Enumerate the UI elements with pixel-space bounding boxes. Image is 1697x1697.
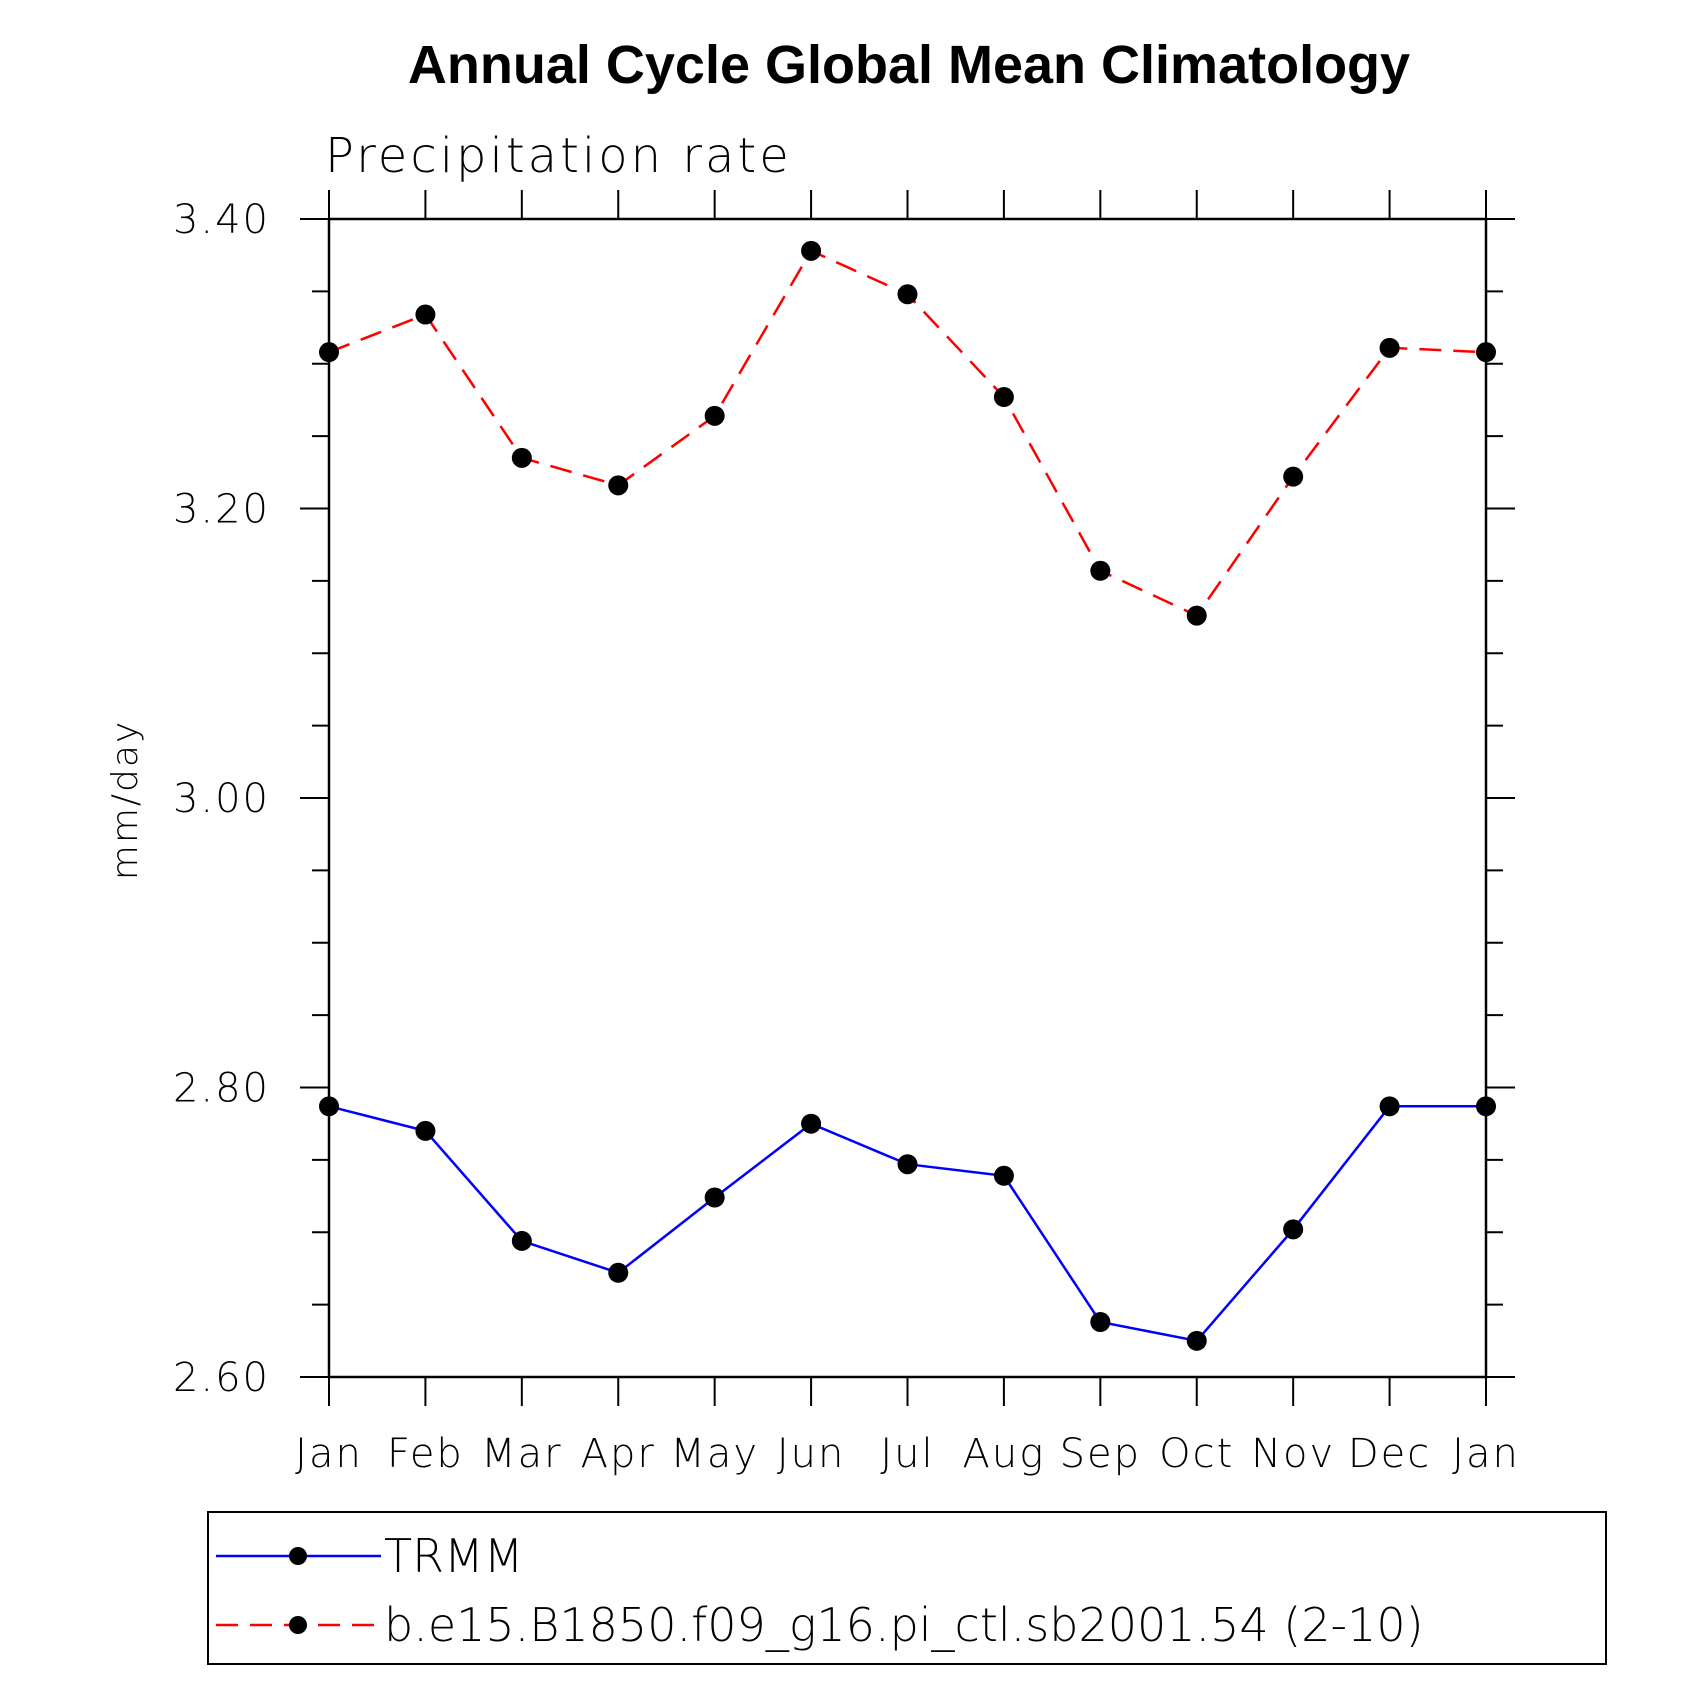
x-tick-label: Sep [1060, 1431, 1141, 1477]
legend-box [207, 1511, 1607, 1665]
x-axis-ticks: Jan Feb Mar Apr May Jun Jul Aug Sep Oct Nov Dec Jan [295, 190, 1520, 1477]
data-point-0-1 [415, 1120, 436, 1141]
x-tick-label: Oct [1159, 1431, 1234, 1477]
legend-label-model: b.e15.B1850.f09_g16.pi_ctl.sb2001.54 (2-… [384, 1598, 1424, 1652]
data-point-1-9 [1186, 605, 1207, 626]
y-tick-label: 3.20 [173, 487, 270, 533]
data-point-1-11 [1379, 337, 1400, 358]
data-point-1-8 [1090, 560, 1111, 581]
y-tick-label: 2.80 [173, 1066, 270, 1112]
data-point-0-5 [801, 1113, 822, 1134]
data-point-1-2 [511, 447, 532, 468]
data-point-0-7 [993, 1165, 1014, 1186]
chart-title: Annual Cycle Global Mean Climatology [408, 35, 1410, 95]
x-tick-label: Dec [1348, 1431, 1431, 1477]
x-tick-label: Aug [963, 1431, 1046, 1477]
data-point-1-3 [608, 475, 629, 496]
data-point-0-6 [897, 1154, 918, 1175]
x-tick-label: Mar [481, 1431, 562, 1477]
data-point-0-0 [319, 1096, 339, 1117]
x-tick-label: Nov [1251, 1431, 1335, 1477]
y-tick-label: 3.00 [173, 776, 270, 822]
x-tick-label: Jan [295, 1431, 363, 1477]
x-tick-label: Jul [880, 1431, 934, 1477]
data-point-0-3 [608, 1262, 629, 1283]
data-point-0-4 [704, 1187, 725, 1208]
legend: TRMM b.e15.B1850.f09_g16.pi_ctl.sb2001.5… [207, 1511, 1607, 1665]
legend-marker-trmm [289, 1547, 307, 1565]
data-point-1-6 [897, 284, 918, 305]
data-point-1-4 [704, 405, 725, 426]
data-point-1-1 [415, 304, 436, 325]
x-tick-label: Jun [777, 1431, 846, 1477]
series-line-0 [328, 1105, 1486, 1343]
data-point-0-8 [1090, 1311, 1111, 1332]
data-point-0-9 [1186, 1330, 1207, 1351]
legend-label-trmm: TRMM [384, 1529, 523, 1583]
x-tick-label: Apr [581, 1431, 656, 1477]
x-tick-label: Jan [1452, 1431, 1520, 1477]
data-point-0-11 [1379, 1096, 1400, 1117]
data-point-1-0 [319, 342, 339, 363]
y-axis-label: mm/day [105, 720, 146, 880]
data-point-0-10 [1283, 1219, 1304, 1240]
data-point-1-10 [1283, 466, 1304, 487]
y-tick-label: 3.40 [173, 197, 270, 243]
chart-subtitle: Precipitation rate [325, 128, 792, 184]
data-point-0-12 [1476, 1096, 1496, 1117]
x-tick-label: Feb [387, 1431, 464, 1477]
data-point-1-7 [993, 387, 1014, 408]
x-tick-label: May [670, 1431, 759, 1477]
data-point-1-5 [801, 240, 822, 261]
legend-marker-model [289, 1616, 307, 1634]
data-point-0-2 [511, 1230, 532, 1251]
y-tick-label: 2.60 [173, 1355, 270, 1401]
data-point-1-12 [1476, 342, 1496, 363]
y-axis-ticks: 2.60 2.80 3.00 3.20 3.40 [173, 197, 1515, 1401]
series-line-1 [328, 249, 1487, 618]
series-layer [319, 240, 1496, 1351]
